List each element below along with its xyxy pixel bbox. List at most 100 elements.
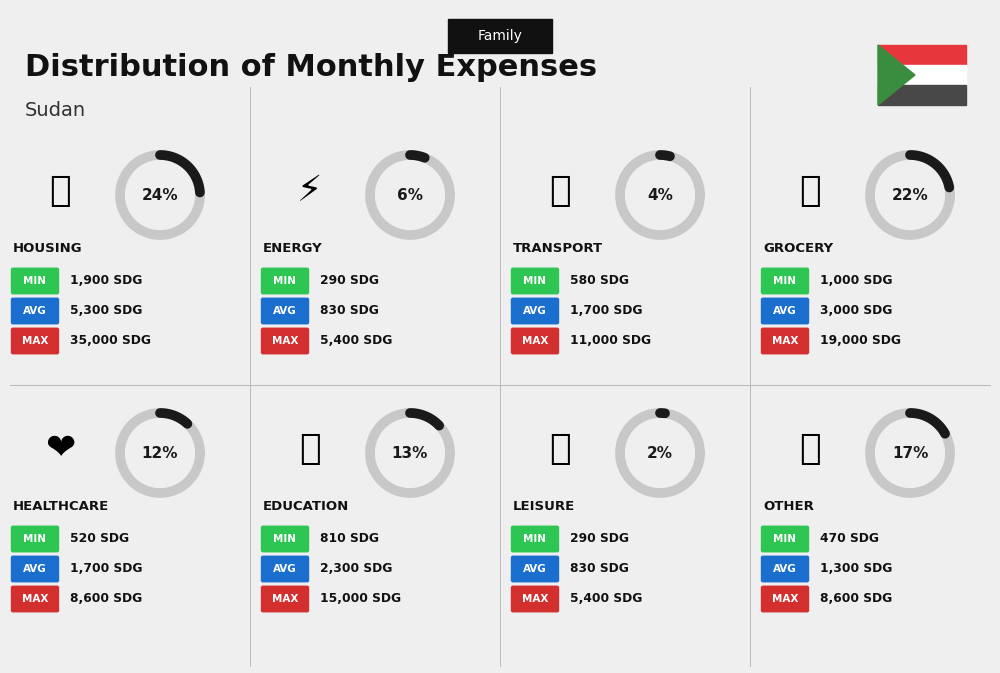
Text: HEALTHCARE: HEALTHCARE	[13, 499, 109, 513]
Text: MAX: MAX	[22, 594, 48, 604]
Text: 580 SDG: 580 SDG	[570, 275, 629, 287]
Text: 15,000 SDG: 15,000 SDG	[320, 592, 401, 606]
Text: 🛍: 🛍	[549, 432, 571, 466]
Text: ❤: ❤	[45, 432, 75, 466]
Text: 13%: 13%	[392, 446, 428, 460]
Text: 810 SDG: 810 SDG	[320, 532, 379, 546]
Text: MAX: MAX	[522, 336, 548, 346]
FancyBboxPatch shape	[762, 557, 809, 581]
FancyBboxPatch shape	[512, 298, 558, 324]
FancyBboxPatch shape	[262, 328, 308, 354]
Text: MIN: MIN	[24, 276, 46, 286]
Text: 11,000 SDG: 11,000 SDG	[570, 334, 651, 347]
FancyBboxPatch shape	[762, 269, 809, 293]
Bar	[878, 45, 966, 65]
FancyBboxPatch shape	[512, 328, 558, 354]
Text: EDUCATION: EDUCATION	[263, 499, 349, 513]
Text: 830 SDG: 830 SDG	[320, 304, 379, 318]
Text: TRANSPORT: TRANSPORT	[513, 242, 603, 254]
FancyBboxPatch shape	[762, 586, 809, 612]
Text: AVG: AVG	[773, 564, 797, 574]
Text: 2%: 2%	[647, 446, 673, 460]
FancyBboxPatch shape	[262, 557, 308, 581]
Text: 520 SDG: 520 SDG	[70, 532, 129, 546]
Text: 19,000 SDG: 19,000 SDG	[820, 334, 901, 347]
Text: ⚡: ⚡	[297, 174, 323, 208]
Text: AVG: AVG	[273, 306, 297, 316]
Text: 2,300 SDG: 2,300 SDG	[320, 563, 392, 575]
Text: HOUSING: HOUSING	[13, 242, 83, 254]
Text: LEISURE: LEISURE	[513, 499, 575, 513]
Text: 5,300 SDG: 5,300 SDG	[70, 304, 142, 318]
FancyBboxPatch shape	[262, 586, 308, 612]
Text: MAX: MAX	[272, 594, 298, 604]
FancyBboxPatch shape	[512, 586, 558, 612]
Text: AVG: AVG	[23, 306, 47, 316]
Text: 5,400 SDG: 5,400 SDG	[570, 592, 642, 606]
Text: MIN: MIN	[274, 534, 296, 544]
FancyBboxPatch shape	[512, 557, 558, 581]
Text: GROCERY: GROCERY	[763, 242, 833, 254]
Text: 1,300 SDG: 1,300 SDG	[820, 563, 892, 575]
FancyBboxPatch shape	[12, 328, 58, 354]
Text: OTHER: OTHER	[763, 499, 814, 513]
Text: 6%: 6%	[397, 188, 423, 203]
Text: AVG: AVG	[523, 564, 547, 574]
Text: 470 SDG: 470 SDG	[820, 532, 879, 546]
Text: Distribution of Monthly Expenses: Distribution of Monthly Expenses	[25, 53, 597, 83]
Text: AVG: AVG	[23, 564, 47, 574]
FancyBboxPatch shape	[12, 269, 58, 293]
Text: MIN: MIN	[774, 276, 796, 286]
FancyBboxPatch shape	[12, 557, 58, 581]
Text: 12%: 12%	[142, 446, 178, 460]
Text: 3,000 SDG: 3,000 SDG	[820, 304, 892, 318]
Text: 1,900 SDG: 1,900 SDG	[70, 275, 142, 287]
Text: 5,400 SDG: 5,400 SDG	[320, 334, 392, 347]
FancyBboxPatch shape	[762, 328, 809, 354]
FancyBboxPatch shape	[12, 526, 58, 552]
Bar	[878, 85, 966, 105]
Text: Sudan: Sudan	[25, 102, 86, 120]
Text: 290 SDG: 290 SDG	[570, 532, 629, 546]
FancyBboxPatch shape	[762, 298, 809, 324]
Text: Family: Family	[478, 29, 522, 43]
Text: 🚌: 🚌	[549, 174, 571, 208]
Text: MIN: MIN	[774, 534, 796, 544]
FancyBboxPatch shape	[262, 298, 308, 324]
FancyBboxPatch shape	[448, 19, 552, 53]
Text: 1,700 SDG: 1,700 SDG	[570, 304, 642, 318]
Text: 35,000 SDG: 35,000 SDG	[70, 334, 151, 347]
Polygon shape	[878, 45, 915, 105]
FancyBboxPatch shape	[12, 586, 58, 612]
FancyBboxPatch shape	[262, 269, 308, 293]
Text: 💰: 💰	[799, 432, 821, 466]
Text: MIN: MIN	[524, 534, 546, 544]
Text: MAX: MAX	[772, 336, 798, 346]
Text: 4%: 4%	[647, 188, 673, 203]
Text: MAX: MAX	[272, 336, 298, 346]
Text: 8,600 SDG: 8,600 SDG	[70, 592, 142, 606]
Text: 8,600 SDG: 8,600 SDG	[820, 592, 892, 606]
Text: MAX: MAX	[772, 594, 798, 604]
Text: 830 SDG: 830 SDG	[570, 563, 629, 575]
Text: 🎓: 🎓	[299, 432, 321, 466]
FancyBboxPatch shape	[12, 298, 58, 324]
Text: 17%: 17%	[892, 446, 928, 460]
Text: AVG: AVG	[773, 306, 797, 316]
FancyBboxPatch shape	[512, 526, 558, 552]
Text: MIN: MIN	[274, 276, 296, 286]
Bar	[878, 65, 966, 85]
Text: 24%: 24%	[142, 188, 178, 203]
Text: MAX: MAX	[522, 594, 548, 604]
Text: ENERGY: ENERGY	[263, 242, 323, 254]
Text: 1,700 SDG: 1,700 SDG	[70, 563, 143, 575]
Text: AVG: AVG	[523, 306, 547, 316]
Text: 290 SDG: 290 SDG	[320, 275, 379, 287]
Text: MIN: MIN	[524, 276, 546, 286]
Text: MIN: MIN	[24, 534, 46, 544]
FancyBboxPatch shape	[512, 269, 558, 293]
Text: 22%: 22%	[892, 188, 928, 203]
Text: 🛒: 🛒	[799, 174, 821, 208]
FancyBboxPatch shape	[762, 526, 809, 552]
FancyBboxPatch shape	[262, 526, 308, 552]
